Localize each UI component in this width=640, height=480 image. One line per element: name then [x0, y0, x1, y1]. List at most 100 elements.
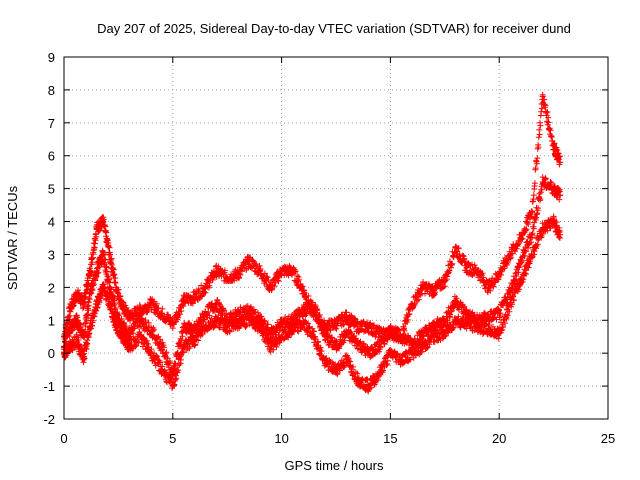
data-point — [452, 317, 459, 324]
data-point — [169, 383, 176, 390]
data-point — [74, 317, 81, 324]
data-point — [343, 313, 350, 320]
data-point — [333, 320, 339, 327]
y-tick-label: 5 — [48, 182, 55, 197]
data-point — [113, 284, 120, 291]
data-point — [311, 304, 318, 311]
x-tick-label: 10 — [274, 431, 288, 446]
data-point — [376, 369, 383, 376]
data-point — [441, 330, 448, 337]
data-point — [93, 225, 100, 232]
data-point — [463, 310, 470, 317]
data-point — [93, 300, 100, 307]
data-point — [267, 343, 274, 350]
x-tick-label: 25 — [601, 431, 615, 446]
data-point — [343, 330, 350, 337]
data-point — [169, 320, 176, 327]
y-tick-label: 8 — [48, 83, 55, 98]
data-point — [557, 231, 564, 238]
data-point — [256, 323, 263, 330]
x-tick-label: 20 — [492, 431, 506, 446]
data-point — [517, 258, 524, 265]
data-point — [300, 320, 307, 327]
data-point — [528, 251, 535, 258]
data-point — [126, 313, 133, 320]
data-point — [333, 366, 339, 373]
data-point — [148, 300, 155, 307]
data-point — [485, 327, 492, 334]
data-point — [256, 267, 263, 274]
data-point — [474, 267, 481, 274]
data-point — [87, 323, 94, 330]
data-point — [430, 333, 437, 340]
data-point — [441, 277, 448, 284]
data-point — [528, 208, 535, 215]
data-point — [87, 290, 94, 297]
data-point — [420, 330, 427, 337]
data-point — [278, 267, 285, 274]
data-point — [119, 304, 126, 311]
data-point — [235, 310, 242, 317]
data-point — [550, 142, 557, 149]
data-point — [496, 330, 503, 337]
x-axis-label: GPS time / hours — [285, 458, 384, 473]
x-tick-label: 5 — [169, 431, 176, 446]
data-point — [354, 376, 361, 383]
data-point — [430, 287, 437, 294]
data-point — [213, 317, 220, 324]
data-point — [441, 317, 448, 324]
data-point — [113, 323, 120, 330]
data-point — [158, 366, 165, 373]
data-point — [119, 333, 126, 340]
chart-title: Day 207 of 2025, Sidereal Day-to-day VTE… — [97, 21, 571, 36]
data-point — [376, 330, 383, 337]
data-point — [80, 356, 87, 363]
data-point — [322, 360, 329, 367]
y-tick-label: 9 — [48, 50, 55, 65]
data-point — [485, 313, 492, 320]
y-tick-label: -2 — [43, 412, 55, 427]
data-point — [474, 323, 481, 330]
data-point — [387, 350, 394, 357]
data-point — [289, 267, 296, 274]
x-axis-ticks: 0 5 10 15 20 25 — [60, 57, 615, 446]
data-point — [245, 317, 252, 324]
data-point — [245, 258, 252, 265]
data-point — [398, 356, 405, 363]
data-point — [539, 225, 546, 232]
data-point — [409, 350, 416, 357]
data-point — [311, 333, 318, 340]
data-point — [463, 320, 470, 327]
data-point — [80, 300, 87, 307]
data-point — [365, 350, 372, 357]
data-point — [365, 323, 372, 330]
data-point — [74, 337, 81, 344]
data-point — [202, 310, 209, 317]
y-tick-label: 3 — [48, 247, 55, 262]
data-point — [409, 300, 416, 307]
plot-frame — [63, 56, 609, 420]
data-point — [267, 284, 274, 291]
data-point — [365, 383, 372, 390]
data-point — [106, 251, 113, 258]
y-tick-label: 0 — [48, 346, 55, 361]
data-point — [267, 330, 274, 337]
data-point — [300, 287, 307, 294]
data-point — [485, 284, 492, 291]
data-point — [137, 333, 144, 340]
data-point — [191, 294, 198, 301]
y-tick-label: -1 — [43, 379, 55, 394]
y-tick-label: 4 — [48, 215, 55, 230]
data-point — [354, 323, 361, 330]
data-point — [180, 343, 187, 350]
data-point — [67, 323, 74, 330]
data-point — [300, 307, 307, 314]
data-point — [67, 304, 74, 311]
data-point — [333, 343, 339, 350]
data-point — [550, 218, 557, 225]
data-point — [376, 343, 383, 350]
y-axis-ticks: -2 -1 0 1 2 3 4 5 6 7 8 9 — [43, 50, 608, 427]
data-point — [517, 235, 524, 241]
data-point — [289, 327, 296, 334]
